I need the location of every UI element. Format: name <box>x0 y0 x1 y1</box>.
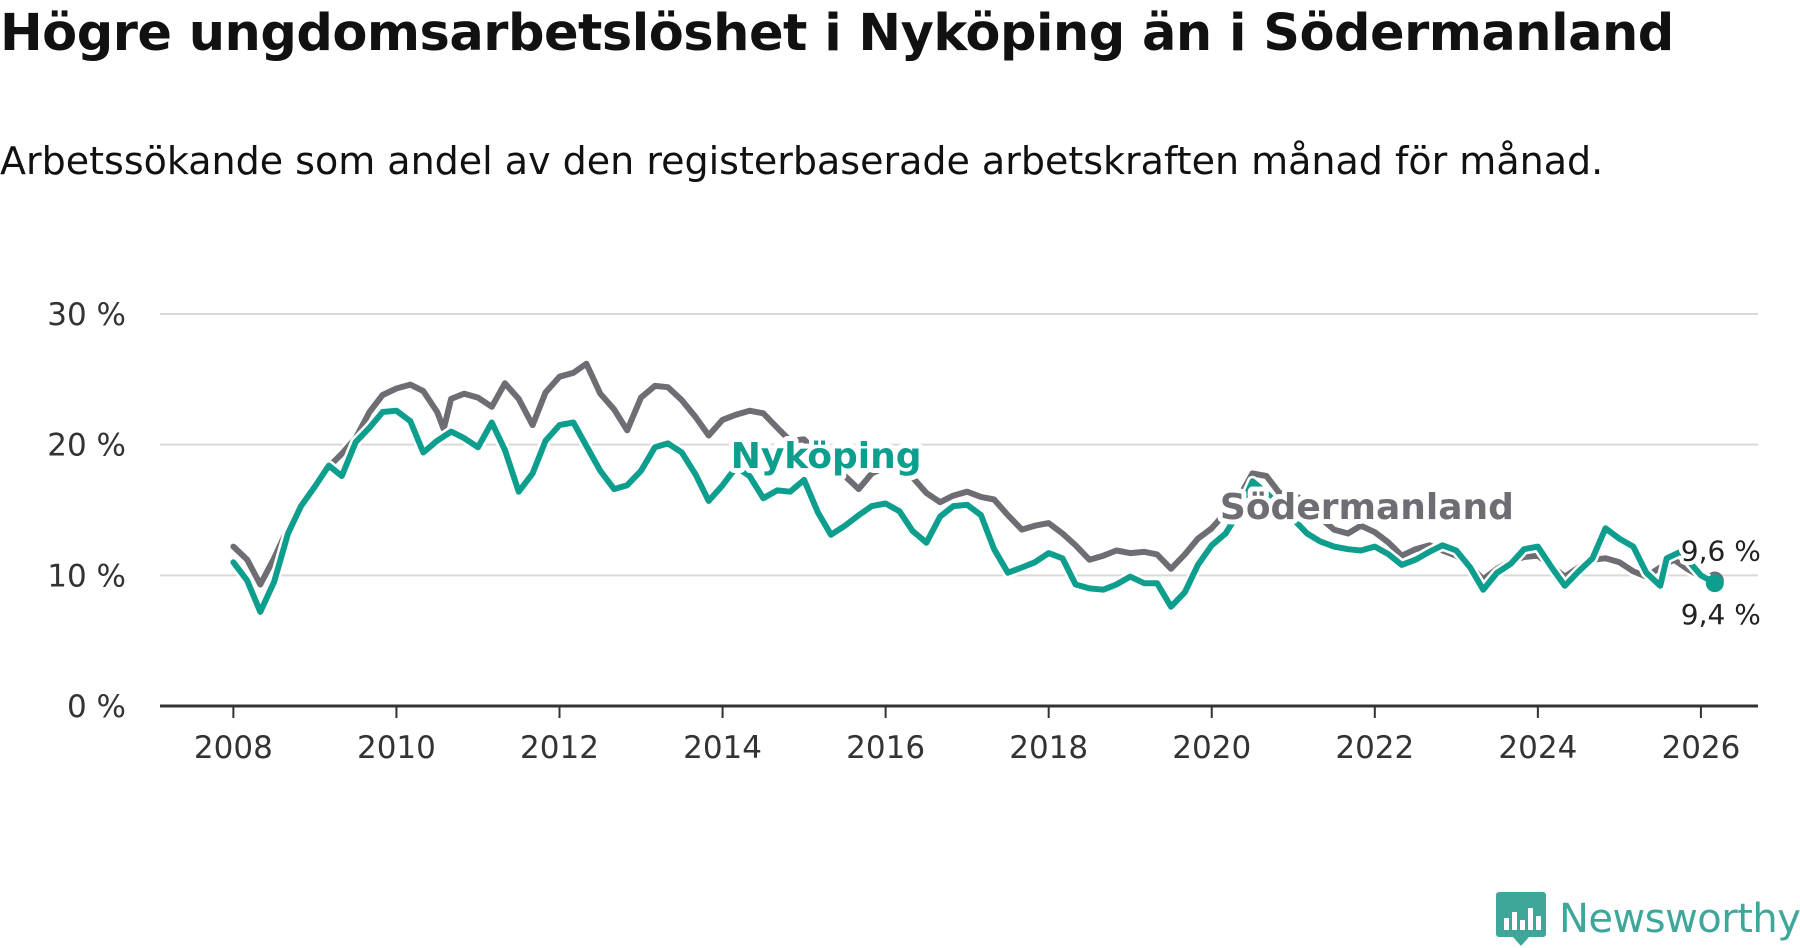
x-tick-label: 2018 <box>1009 730 1088 766</box>
y-tick-label: 30 % <box>47 297 126 333</box>
x-tick-label: 2022 <box>1335 730 1414 766</box>
series-line-nykoping <box>230 407 1718 615</box>
y-tick-label: 10 % <box>47 558 126 594</box>
x-tick-label: 2026 <box>1661 730 1740 766</box>
series-label-nykoping: Nyköping <box>731 436 922 477</box>
series-line-sodermanland <box>230 360 1718 588</box>
x-tick-label: 2024 <box>1498 730 1577 766</box>
chart-subtitle: Arbetssökande som andel av den registerb… <box>0 139 1604 183</box>
gridlines <box>160 313 1758 577</box>
end-label-sodermanland: 9,6 % <box>1681 535 1761 568</box>
end-label-halo-sodermanland: 9,6 % <box>1681 535 1761 568</box>
x-tick-label: 2014 <box>683 730 762 766</box>
end-label-halo-nykoping: 9,4 % <box>1681 598 1761 631</box>
brand-name: Newsworthy <box>1559 896 1800 942</box>
x-tick-label: 2008 <box>194 730 273 766</box>
y-tick-label: 0 % <box>67 689 126 725</box>
end-point-nykoping <box>1705 574 1724 593</box>
x-tick-label: 2016 <box>846 730 925 766</box>
series-lines <box>227 358 1724 618</box>
series-label-halo-sodermanland: Södermanland <box>1220 487 1514 528</box>
series-label-sodermanland: Södermanland <box>1220 487 1514 528</box>
x-axis: 2008 2010 2012 2014 2016 2018 2020 2022 2024 2026 <box>160 704 1758 766</box>
y-axis-ticks: 0 % 10 % 20 % 30 % <box>47 297 126 725</box>
newsworthy-logo-icon <box>1496 892 1546 946</box>
series-label-halo-nykoping: Nyköping <box>731 436 922 477</box>
x-tick-label: 2020 <box>1172 730 1251 766</box>
series-labels: NyköpingNyköpingSödermanlandSödermanland… <box>726 431 1765 635</box>
x-tick-label: 2010 <box>357 730 436 766</box>
y-tick-label: 20 % <box>47 428 126 464</box>
newsworthy-logo: Newsworthy <box>1495 890 1800 948</box>
x-tick-label: 2012 <box>520 730 599 766</box>
chart-title: Högre ungdomsarbetslöshet i Nyköping än … <box>0 4 1674 63</box>
end-label-nykoping: 9,4 % <box>1681 598 1761 631</box>
